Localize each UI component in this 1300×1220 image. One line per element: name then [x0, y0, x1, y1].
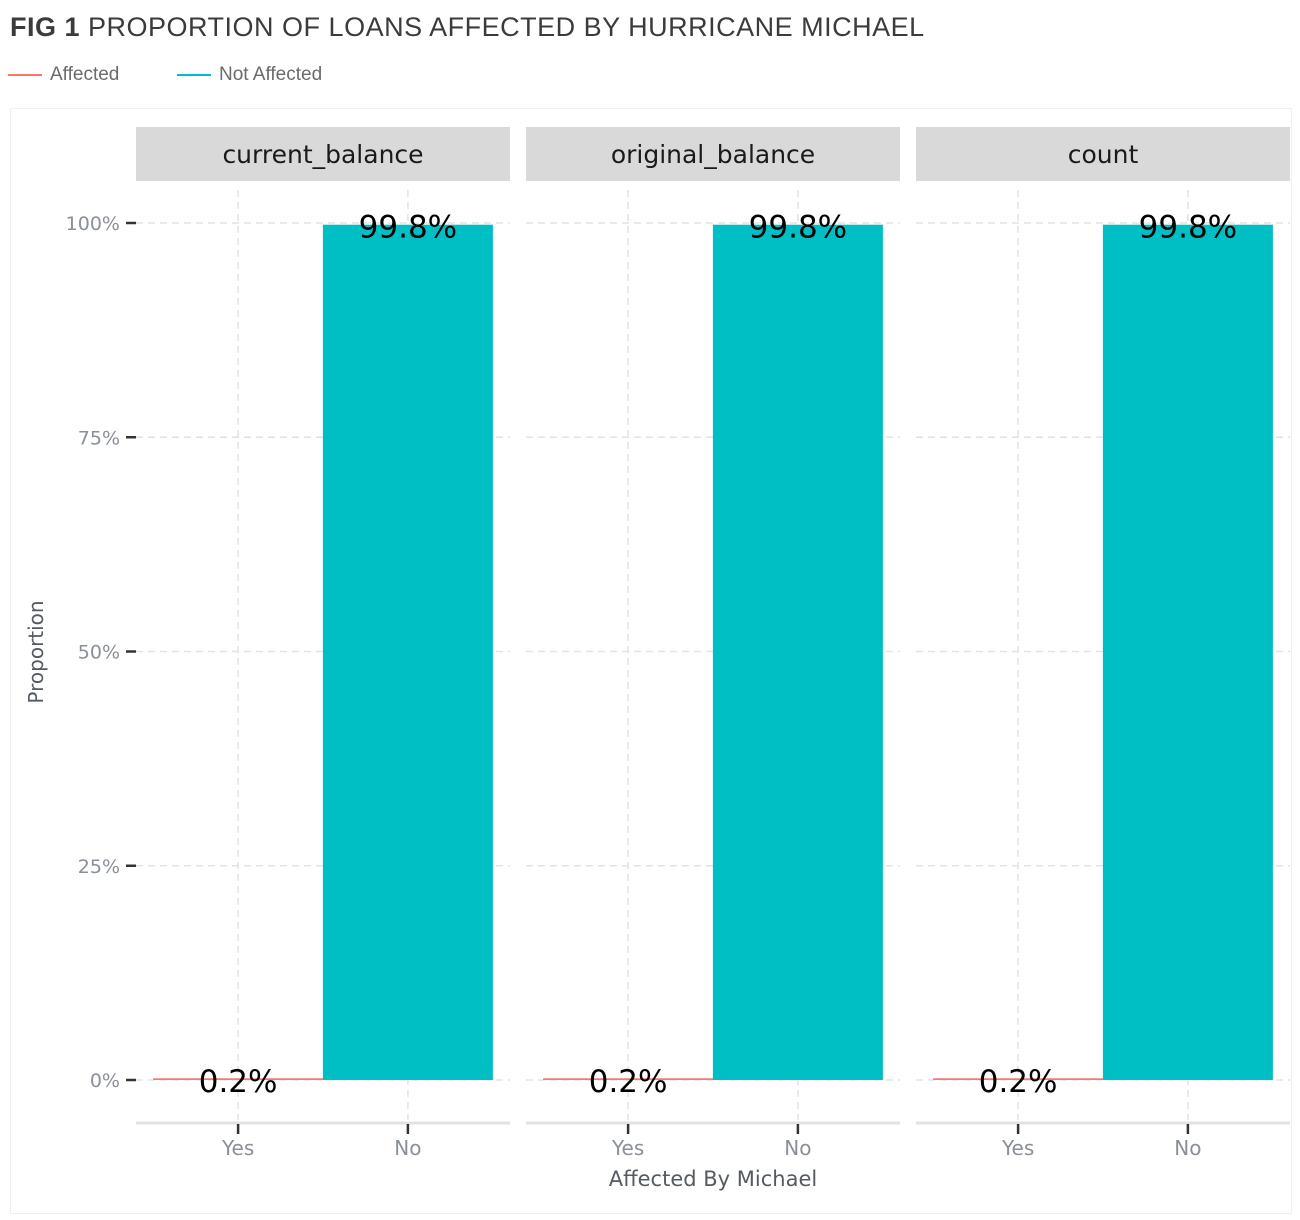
x-tick-label: No [394, 1136, 421, 1160]
bar-not-affected [322, 224, 493, 1081]
facet-strip [526, 127, 900, 181]
x-axis-title: Affected By Michael [609, 1167, 817, 1191]
facet-label: count [1068, 140, 1139, 169]
y-axis-title: Proportion [24, 600, 48, 703]
legend-item-not-affected: Not Affected [177, 64, 322, 86]
data-label: 0.2% [199, 1064, 278, 1100]
data-label: 99.8% [359, 210, 457, 246]
data-label: 0.2% [979, 1064, 1058, 1100]
facet-label: original_balance [611, 140, 815, 169]
legend-item-affected: Affected [8, 64, 119, 86]
data-label: 99.8% [1139, 210, 1237, 246]
data-label: 0.2% [589, 1064, 668, 1100]
y-tick-label: 0% [90, 1070, 120, 1092]
bar-affected [543, 1078, 714, 1080]
x-tick-label: Yes [611, 1136, 644, 1160]
facet-strip [916, 127, 1290, 181]
bar-affected [153, 1078, 324, 1080]
facet-label: current_balance [222, 140, 423, 169]
data-label: 99.8% [749, 210, 847, 246]
legend-label-affected: Affected [50, 64, 120, 85]
x-tick-label: No [784, 1136, 811, 1160]
bar-not-affected [1102, 224, 1273, 1081]
x-tick-label: Yes [1001, 1136, 1034, 1160]
x-tick-label: Yes [221, 1136, 254, 1160]
bar-affected [933, 1078, 1104, 1080]
y-tick-label: 50% [78, 642, 120, 664]
chart-title: FIG 1 PROPORTION OF LOANS AFFECTED BY HU… [10, 12, 925, 43]
legend-line-not-affected [177, 74, 211, 76]
facet-strip [136, 127, 510, 181]
y-tick-label: 25% [78, 856, 120, 878]
figure-number: FIG 1 [10, 12, 81, 42]
legend-line-affected [8, 74, 42, 76]
y-tick-label: 75% [78, 427, 120, 449]
y-tick-label: 100% [66, 213, 120, 235]
legend-label-not-affected: Not Affected [219, 64, 323, 85]
figure-title: PROPORTION OF LOANS AFFECTED BY HURRICAN… [88, 12, 925, 42]
chart-frame [10, 108, 1292, 1214]
bar-not-affected [712, 224, 883, 1081]
x-tick-label: No [1174, 1136, 1201, 1160]
